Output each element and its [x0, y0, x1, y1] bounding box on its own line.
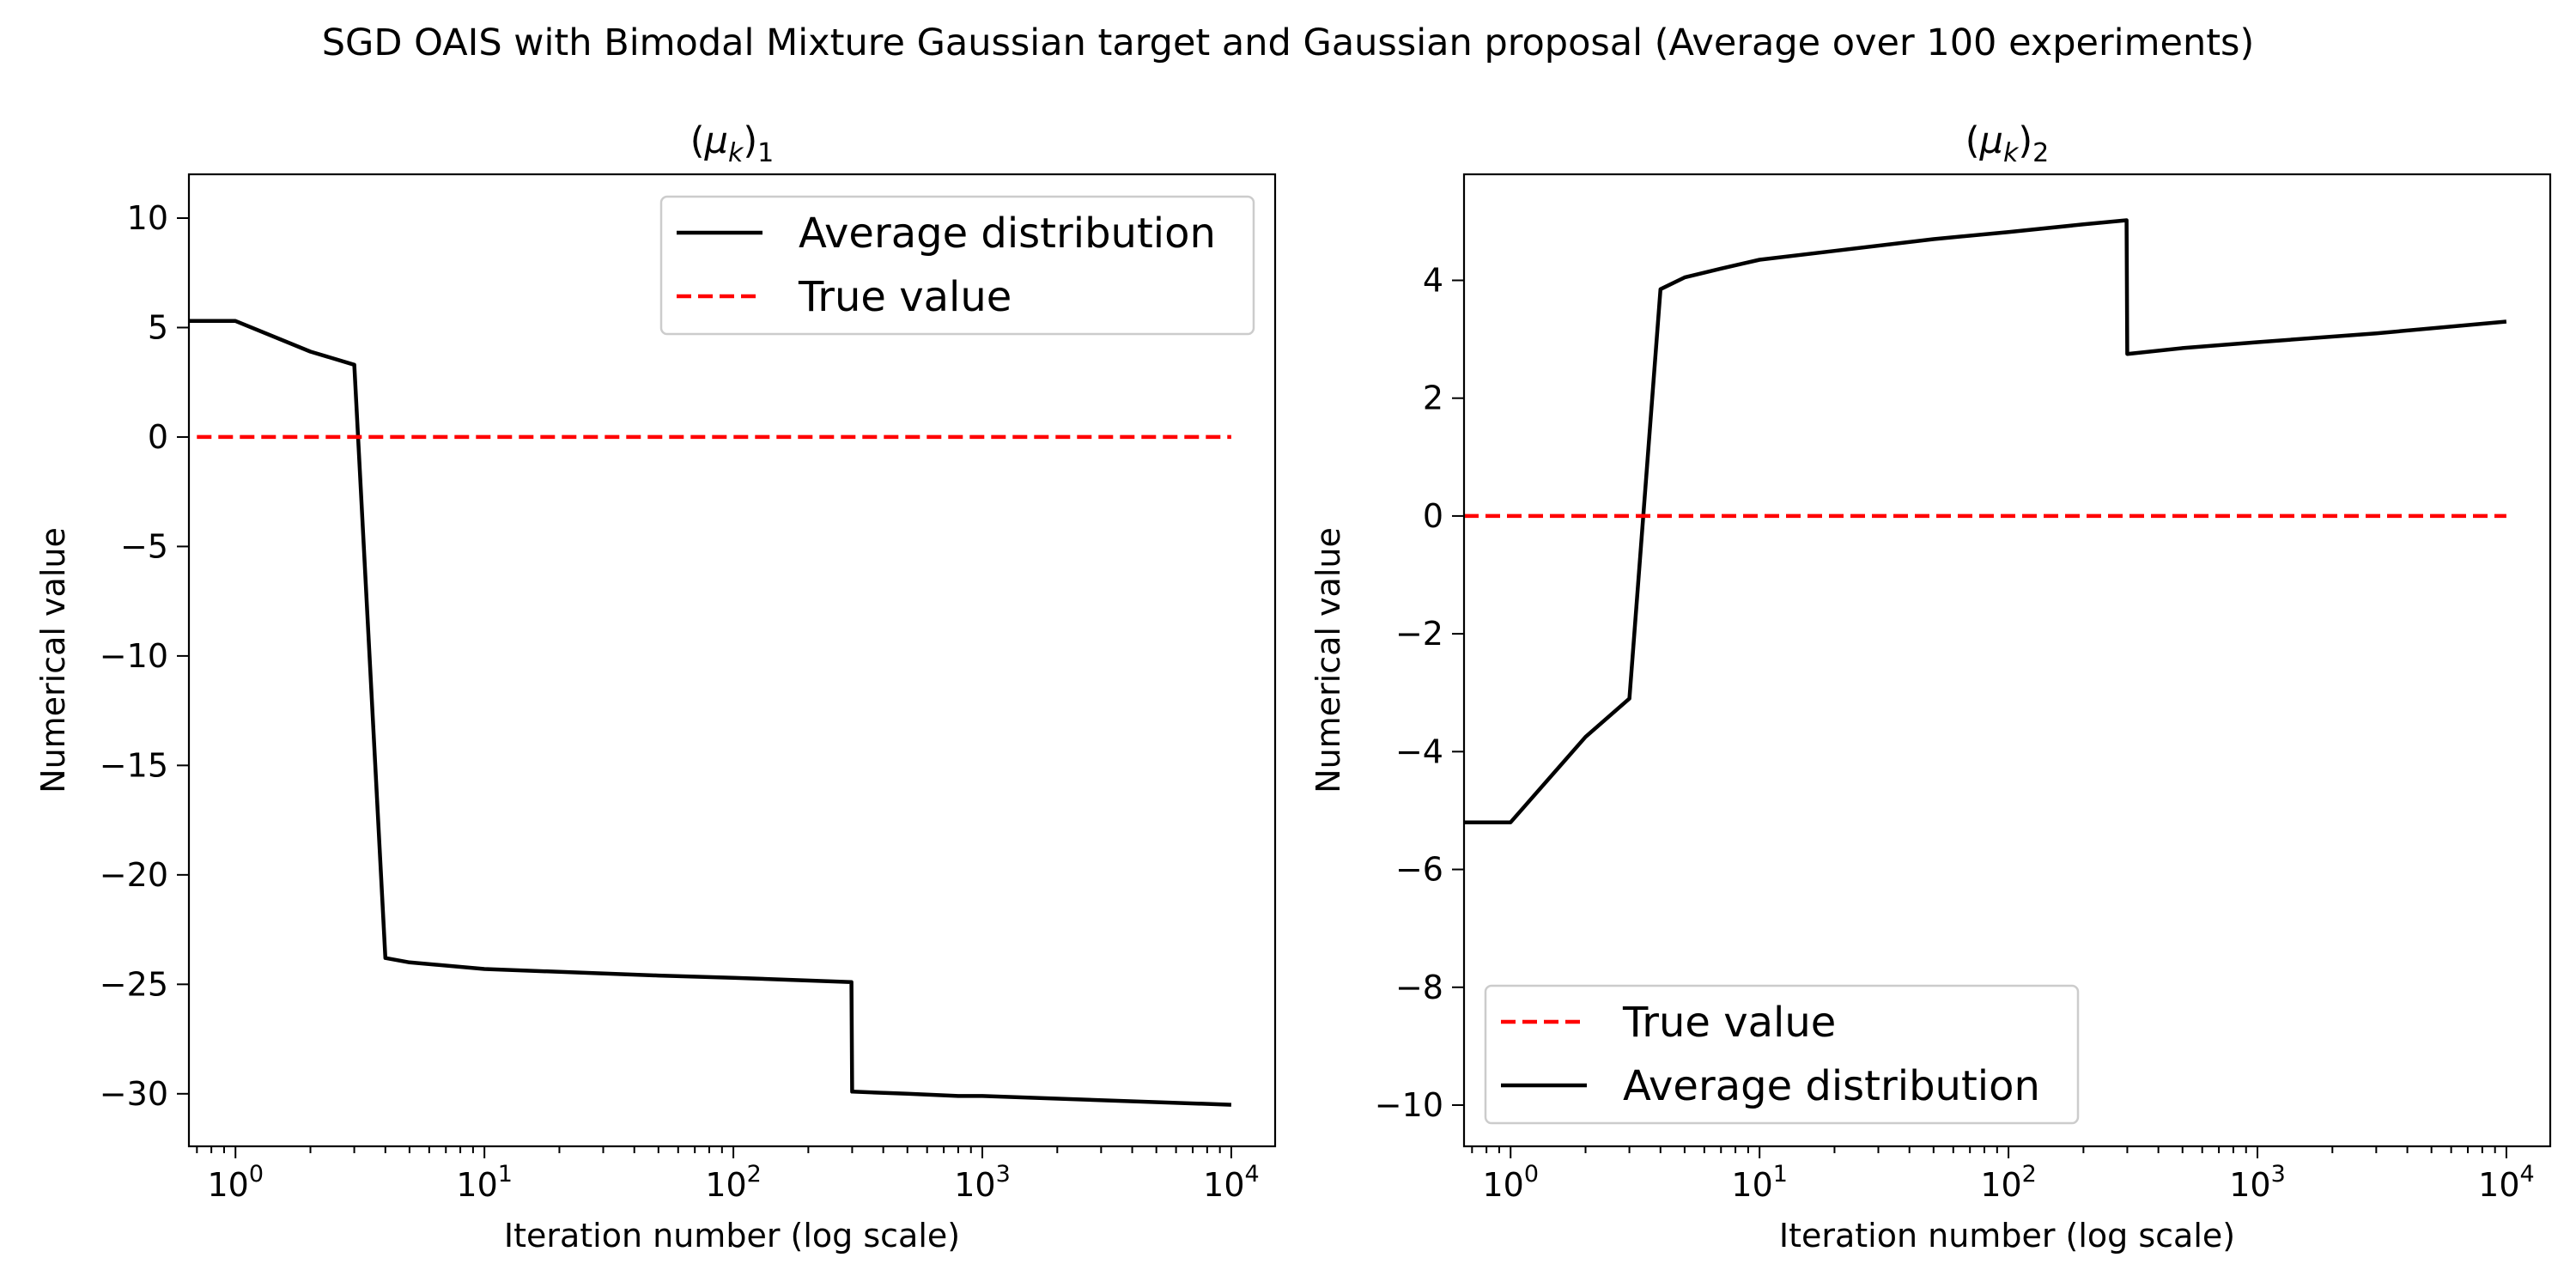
y-tick-label: 0 — [148, 418, 168, 456]
x-tick-label: 102 — [1980, 1161, 2037, 1204]
title-symbol: μ — [704, 119, 728, 162]
title-subscript-index: 2 — [2032, 138, 2049, 168]
y-tick-label: 0 — [1423, 497, 1443, 535]
y-tick-label: 5 — [148, 308, 168, 346]
x-tick-label: 102 — [705, 1161, 762, 1204]
x-tick-exponent: 3 — [996, 1161, 1011, 1188]
average-distribution-line — [189, 319, 1231, 1107]
x-tick-exponent: 2 — [747, 1161, 762, 1188]
x-tick-base: 10 — [1731, 1166, 1772, 1204]
legend: True value Average distribution — [1484, 984, 2080, 1125]
x-tick-label: 101 — [1731, 1161, 1788, 1204]
y-tick-label: −10 — [100, 637, 168, 675]
title-paren-open: ( — [690, 119, 705, 162]
x-axis-label: Iteration number (log scale) — [504, 1217, 960, 1255]
x-tick-base: 10 — [207, 1166, 248, 1204]
title-subscript-k: k — [728, 138, 744, 168]
y-tick-label: −6 — [1395, 851, 1443, 889]
x-tick-base: 10 — [2478, 1166, 2519, 1204]
legend-box — [659, 195, 1255, 336]
plot-frame — [187, 173, 1277, 1148]
y-tick-label: −5 — [120, 527, 168, 565]
title-symbol: μ — [1979, 119, 2003, 162]
y-tick-label: 10 — [127, 199, 168, 237]
y-tick-label: 4 — [1423, 261, 1443, 299]
panel-title: (μk)2 — [1965, 119, 2049, 168]
plot-frame — [1462, 173, 2552, 1148]
figure-suptitle: SGD OAIS with Bimodal Mixture Gaussian t… — [322, 21, 2254, 64]
x-tick-base: 10 — [456, 1166, 497, 1204]
title-paren-open: ( — [1965, 119, 1980, 162]
y-axis-label: Numerical value — [1309, 527, 1347, 793]
legend-label: Average distribution — [799, 210, 1216, 258]
x-tick-base: 10 — [1482, 1166, 1523, 1204]
legend: Average distribution True value — [659, 195, 1255, 336]
legend-label: Average distribution — [1623, 1062, 2040, 1110]
x-tick-label: 100 — [207, 1161, 264, 1204]
y-tick-label: −30 — [100, 1075, 168, 1113]
x-tick-exponent: 1 — [1773, 1161, 1788, 1188]
title-subscript-index: 1 — [757, 138, 774, 168]
x-tick-label: 104 — [1203, 1161, 1260, 1204]
legend-box — [1484, 984, 2080, 1125]
x-tick-label: 103 — [2229, 1161, 2286, 1204]
x-tick-exponent: 4 — [2520, 1161, 2535, 1188]
y-tick-label: −10 — [1375, 1086, 1443, 1124]
x-tick-exponent: 3 — [2271, 1161, 2286, 1188]
y-tick-label: −4 — [1395, 732, 1443, 770]
x-tick-exponent: 4 — [1245, 1161, 1260, 1188]
y-tick-label: −20 — [100, 856, 168, 894]
x-tick-label: 103 — [954, 1161, 1011, 1204]
legend-label: True value — [1622, 999, 1836, 1047]
average-distribution-line — [1464, 218, 2507, 824]
x-tick-base: 10 — [705, 1166, 746, 1204]
x-tick-exponent: 1 — [498, 1161, 513, 1188]
legend-label: True value — [798, 273, 1012, 321]
x-tick-label: 100 — [1482, 1161, 1539, 1204]
x-tick-base: 10 — [1203, 1166, 1244, 1204]
title-paren-close: ) — [743, 119, 757, 162]
x-tick-base: 10 — [1980, 1166, 2021, 1204]
title-subscript-k: k — [2003, 138, 2020, 168]
x-tick-base: 10 — [2229, 1166, 2270, 1204]
y-tick-label: −2 — [1395, 615, 1443, 653]
y-tick-label: −15 — [100, 746, 168, 784]
panel-title: (μk)1 — [690, 119, 774, 168]
x-axis-label: Iteration number (log scale) — [1779, 1217, 2235, 1255]
y-axis-label: Numerical value — [34, 527, 72, 793]
x-tick-exponent: 0 — [249, 1161, 264, 1188]
x-tick-label: 104 — [2478, 1161, 2535, 1204]
x-tick-exponent: 2 — [2022, 1161, 2037, 1188]
y-tick-label: −25 — [100, 965, 168, 1003]
y-tick-label: −8 — [1395, 969, 1443, 1006]
y-tick-label: 2 — [1423, 380, 1443, 417]
x-tick-label: 101 — [456, 1161, 513, 1204]
title-paren-close: ) — [2018, 119, 2032, 162]
x-tick-exponent: 0 — [1524, 1161, 1539, 1188]
x-tick-base: 10 — [954, 1166, 995, 1204]
